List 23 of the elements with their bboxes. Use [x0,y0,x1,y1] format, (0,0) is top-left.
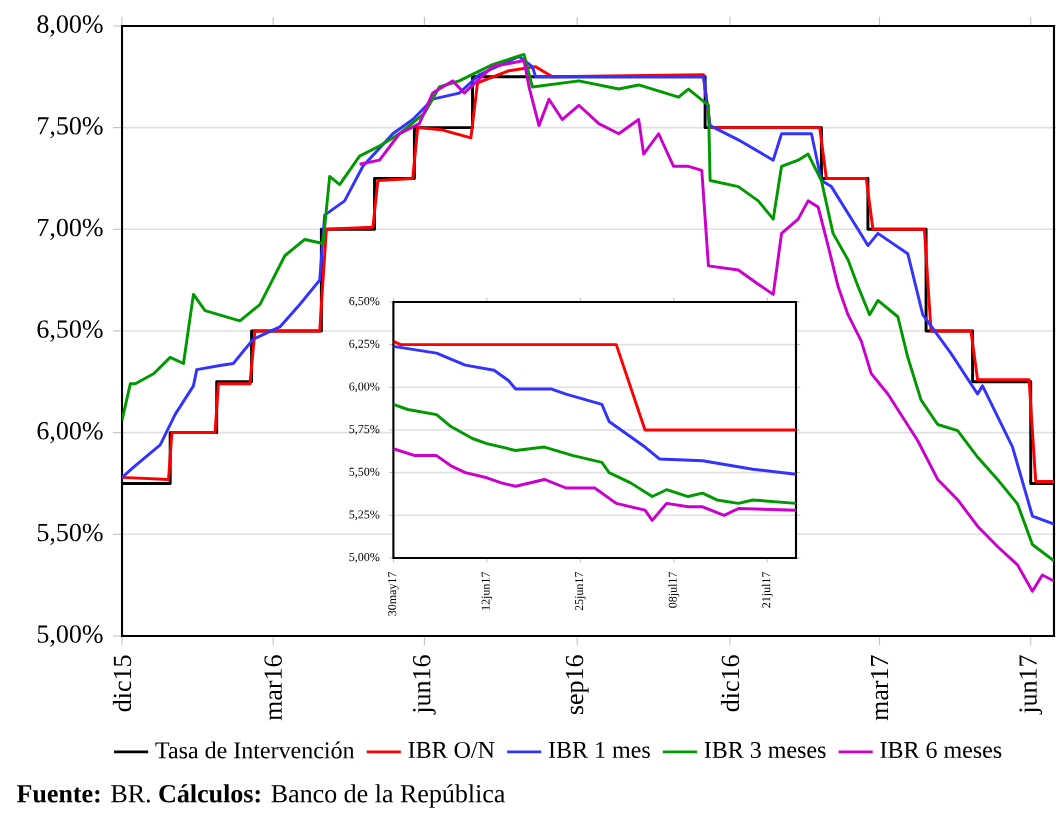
line-series [393,447,796,522]
legend-label: IBR O/N [408,741,495,759]
x-tick-label: mar17 [870,655,889,721]
y-tick-label: 7,00% [38,218,103,240]
x-tick-label: dic16 [720,655,740,712]
y-tick-label: 5,00% [37,625,103,647]
y-tick-label: 7,50% [38,116,103,139]
y-tick-label: 6,50% [37,320,103,342]
y-tick-label: 5,50% [37,523,103,545]
y-tick-label: 6,00% [37,421,103,444]
y-tick-label: 8,00% [37,15,103,37]
legend-label: IBR 3 meses [704,741,826,759]
legend-label: Tasa de Intervención [155,741,355,759]
line-series [393,344,796,476]
x-tick-label: dic15 [112,655,132,712]
x-tick-label: mar16 [264,655,282,721]
x-tick-label: sep16 [565,655,589,715]
x-tick-label: jun16 [412,655,436,715]
text: Fuente: BR. Cálculos: Banco de la República [17,784,506,808]
line-series [393,402,796,505]
x-tick-label: jun17 [1019,655,1043,715]
legend-label: IBR 1 mes [548,741,650,759]
legend-label: IBR 6 meses [880,741,1002,759]
